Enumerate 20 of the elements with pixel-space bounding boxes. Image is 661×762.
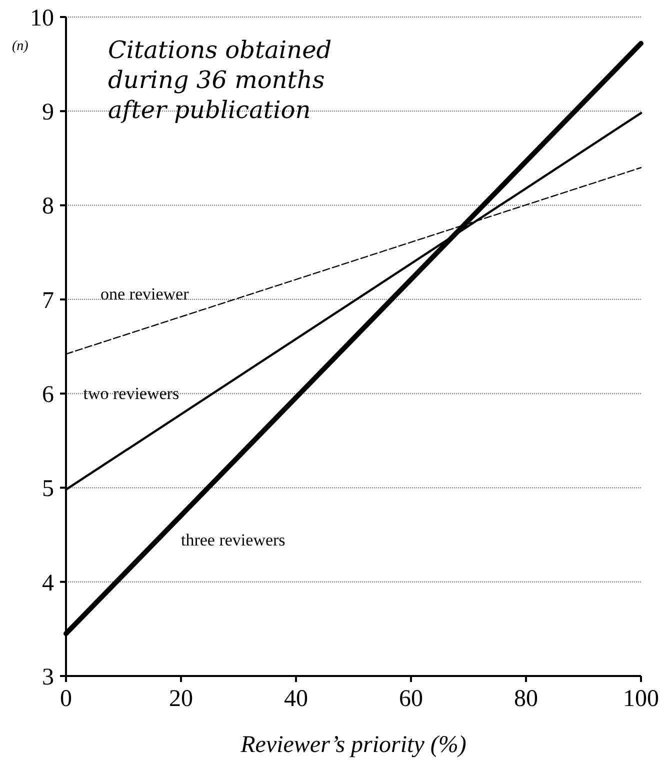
y-tick-label: 7 xyxy=(42,288,54,314)
x-tick-label: 20 xyxy=(169,686,193,712)
x-tick-label: 40 xyxy=(284,686,308,712)
y-tick-label: 9 xyxy=(42,100,54,126)
annotation: Citations obtained during 36 months after publication xyxy=(108,36,332,124)
x-tick-label: 100 xyxy=(623,686,659,712)
y-tick-label: 8 xyxy=(42,194,54,220)
series-label: two reviewers xyxy=(83,384,180,403)
y-tick-label: 6 xyxy=(42,382,54,408)
series-label: three reviewers xyxy=(181,530,286,550)
series-label: one reviewer xyxy=(100,284,190,304)
y-axis-title: (n) xyxy=(12,39,29,54)
y-tick-label: 10 xyxy=(30,5,54,32)
x-tick-label: 60 xyxy=(399,686,423,712)
x-axis-title: Reviewer’s priority (%) xyxy=(240,732,466,758)
x-tick-label: 80 xyxy=(514,686,538,712)
y-tick-label: 3 xyxy=(42,664,54,690)
y-tick-label: 5 xyxy=(42,476,54,502)
y-tick-label: 4 xyxy=(42,570,54,596)
x-tick-label: 0 xyxy=(60,686,72,712)
